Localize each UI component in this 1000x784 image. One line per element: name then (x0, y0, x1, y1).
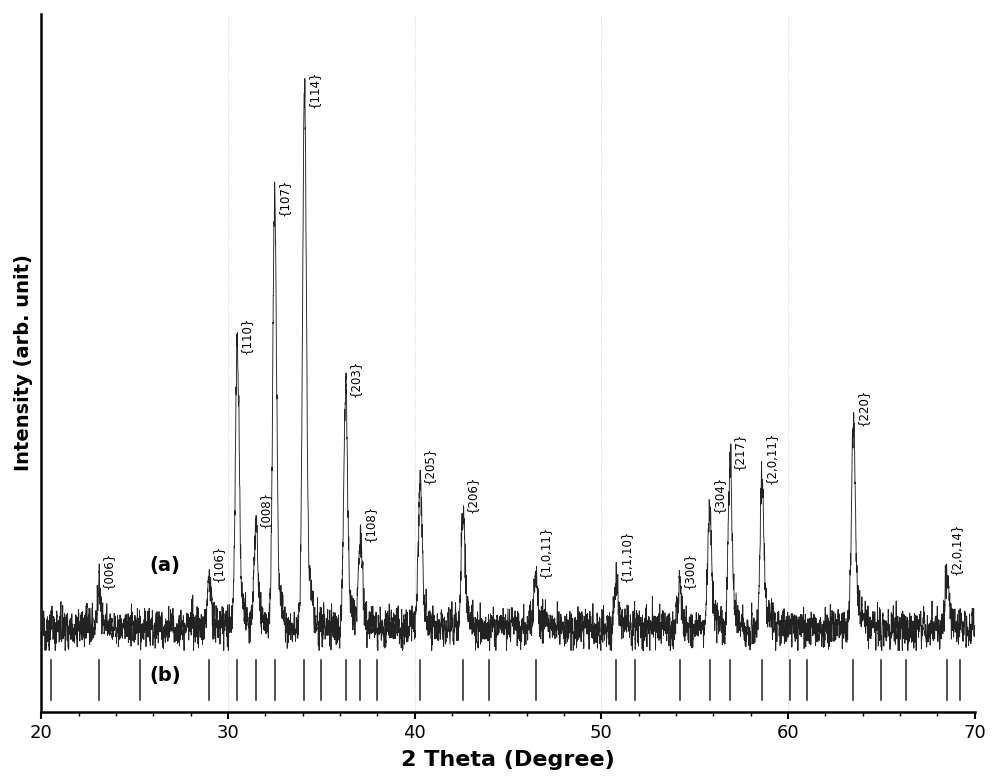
Text: {1,0,11}: {1,0,11} (539, 526, 552, 578)
Text: {106}: {106} (212, 544, 225, 582)
Text: {114}: {114} (307, 71, 320, 108)
X-axis label: 2 Theta (Degree): 2 Theta (Degree) (401, 750, 615, 770)
Text: (b): (b) (150, 666, 181, 685)
Text: {217}: {217} (733, 432, 746, 470)
Y-axis label: Intensity (arb. unit): Intensity (arb. unit) (14, 255, 33, 471)
Text: {107}: {107} (277, 179, 290, 216)
Text: {220}: {220} (856, 389, 869, 426)
Text: {300}: {300} (683, 552, 696, 589)
Text: {206}: {206} (466, 476, 479, 513)
Text: {1,1,10}: {1,1,10} (619, 529, 632, 582)
Text: {108}: {108} (363, 505, 376, 542)
Text: {304}: {304} (712, 476, 725, 513)
Text: (a): (a) (150, 556, 180, 575)
Text: {205}: {205} (423, 447, 436, 484)
Text: {2,0,11}: {2,0,11} (765, 432, 778, 484)
Text: {006}: {006} (102, 552, 115, 589)
Text: {2,0,14}: {2,0,14} (950, 522, 963, 575)
Text: {008}: {008} (259, 490, 272, 528)
Text: {110}: {110} (240, 317, 253, 354)
Text: {203}: {203} (348, 360, 361, 397)
